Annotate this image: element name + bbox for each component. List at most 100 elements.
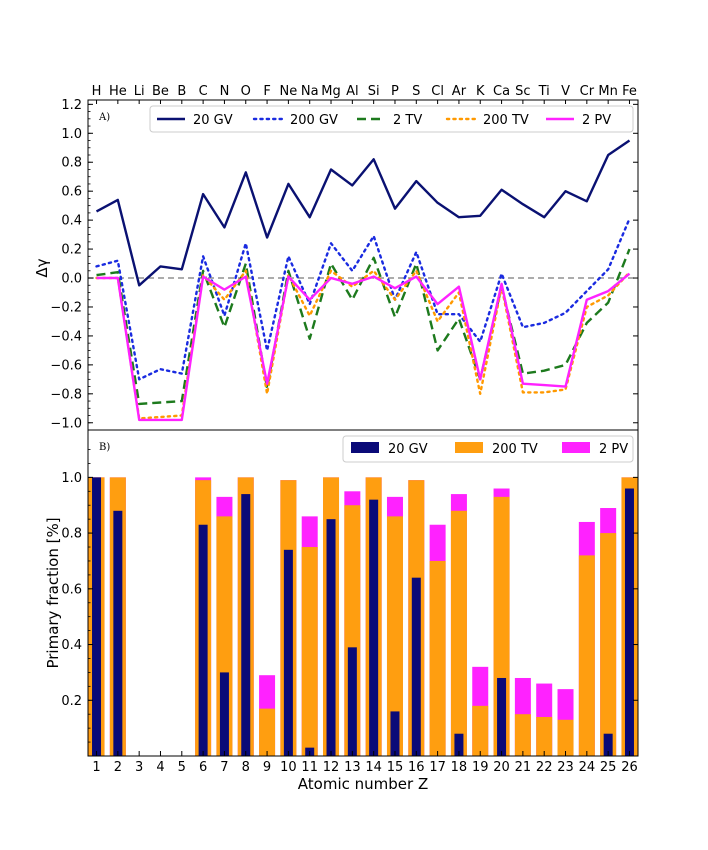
panel-b-x-tick-label: 26 [621,760,638,775]
legend-swatch [562,442,590,453]
bar-20-gv [92,477,102,756]
element-label: Ar [452,84,467,99]
series-line-2-tv [96,248,631,406]
panel-b: 0.20.40.60.81.01 2 3 4 5 6 7 8 9 10 11 12 13 14 15 16 17… [44,429,639,793]
element-label: Mn [598,84,617,99]
panel-b-x-tick-label: 23 [557,760,574,775]
legend-label: 200 GV [290,113,338,128]
panel-b-legend: 20 GV 200 TV 2 PV [342,435,634,463]
element-label: O [241,84,251,99]
legend-label: 2 PV [582,113,611,128]
panel-a-y-tick-label: 0.6 [61,185,82,200]
legend-label: 2 TV [393,113,422,128]
panel-a-y-tick-label: 1.0 [61,127,82,142]
panel-a-frame [87,99,639,431]
bar-20-gv [624,488,634,756]
bar-200-tv [450,510,467,756]
element-label: Al [346,84,359,99]
legend-label: 200 TV [492,442,538,457]
panel-b-x-tick-label: 6 [199,760,207,775]
panel-b-y-tick-label: 0.6 [61,582,82,597]
element-label: Fe [622,84,637,99]
panel-b-x-tick-label: 21 [515,760,532,775]
element-label: B [177,84,186,99]
legend-swatch [351,442,379,453]
panel-b-x-tick-label: 17 [429,760,446,775]
legend-label: 2 PV [599,442,628,457]
element-label: K [476,84,485,99]
panel-b-x-tick-label: 9 [263,760,271,775]
series-line-200-tv [95,269,631,420]
panel-a-y-tick-label: −0.4 [50,329,82,344]
element-label: V [561,84,570,99]
panel-b-y-tick-label: 0.4 [61,638,82,653]
bar-200-tv [386,516,403,756]
legend-label: 200 TV [483,113,529,128]
bar-20-gv [369,499,379,756]
element-label: Mg [321,84,340,99]
top-element-labels: H He Li Be B C N O F Ne Na Mg Al Si P S Cl Ar K Ca Sc Ti V Cr Mn… [92,84,637,104]
bar-20-gv [219,672,229,756]
panel-b-xlabel: Atomic number Z [298,775,428,793]
panel-b-x-tick-label: 5 [178,760,186,775]
bar-20-gv [347,647,357,756]
panel-a-y-tick-label: −0.8 [50,387,82,402]
panel-a-y-tick-label: 0.8 [61,156,82,171]
panel-b-x-tick-label: 10 [280,760,297,775]
element-label: Na [301,84,319,99]
series-line-200-gv [95,217,631,381]
element-label: C [199,84,208,99]
element-label: Si [368,84,380,99]
panel-b-ylabel: Primary fraction [%] [44,517,62,668]
panel-a-y-tick-label: 0.4 [61,214,82,229]
element-label: Li [134,84,145,99]
bar-200-tv [557,719,574,756]
element-label: S [412,84,420,99]
panel-a-ylabel: Δγ [33,258,51,277]
bar-20-gv [113,510,123,756]
element-label: Ca [493,84,510,99]
panel-b-y-tick-label: 0.8 [61,527,82,542]
bar-200-tv [301,547,318,756]
element-label: Ne [280,84,298,99]
bar-200-tv [578,555,595,756]
element-label: He [109,84,127,99]
element-label: H [92,84,102,99]
panel-b-x-tick-label: 15 [387,760,404,775]
bar-200-tv [259,708,276,756]
legend-box [149,105,634,133]
panel-b-x-tick-label: 24 [579,760,596,775]
bar-200-tv [600,533,617,756]
panel-a-tag: A) [98,112,110,123]
panel-b-x-tick-label: 25 [600,760,617,775]
panel-b-y-tick-label: 0.2 [61,694,82,709]
bar-20-gv [241,494,251,756]
panel-a-y-tick-label: −0.2 [50,300,82,315]
panel-b-x-tick-label: 12 [323,760,340,775]
element-label: N [220,84,230,99]
panel-b-x-tick-label: 1 [92,760,100,775]
panel-a-y-tick-label: −0.6 [50,358,82,373]
panel-b-x-tick-label: 2 [114,760,122,775]
panel-a-y-tick-label: −1.0 [50,416,82,431]
element-label: Sc [515,84,530,99]
panel-a: −1.0 −0.8 −0.6 −0.4 −0.2 0.0 0.2 0.4 0.6 0.8 1.0 1.… [33,98,639,431]
panel-b-x-tick-label: 18 [451,760,468,775]
panel-b-x-tick-label: 20 [493,760,510,775]
bar-200-tv [536,716,553,756]
panel-b-x-tick-label: 4 [156,760,164,775]
panel-b-x-tick-label: 22 [536,760,553,775]
panel-b-x-tick-label: 7 [220,760,228,775]
panel-b-frame [87,429,639,757]
bar-20-gv [326,519,336,756]
bar-200-tv [472,705,489,756]
bar-20-gv [603,733,613,756]
panel-b-x-tick-label: 3 [135,760,143,775]
bar-20-gv [390,711,400,756]
legend-label: 20 GV [193,113,233,128]
panel-b-x-tick-label: 11 [301,760,318,775]
element-label: P [391,84,399,99]
panel-a-y-tick-label: 0.2 [61,243,82,258]
bar-20-gv [283,549,293,756]
